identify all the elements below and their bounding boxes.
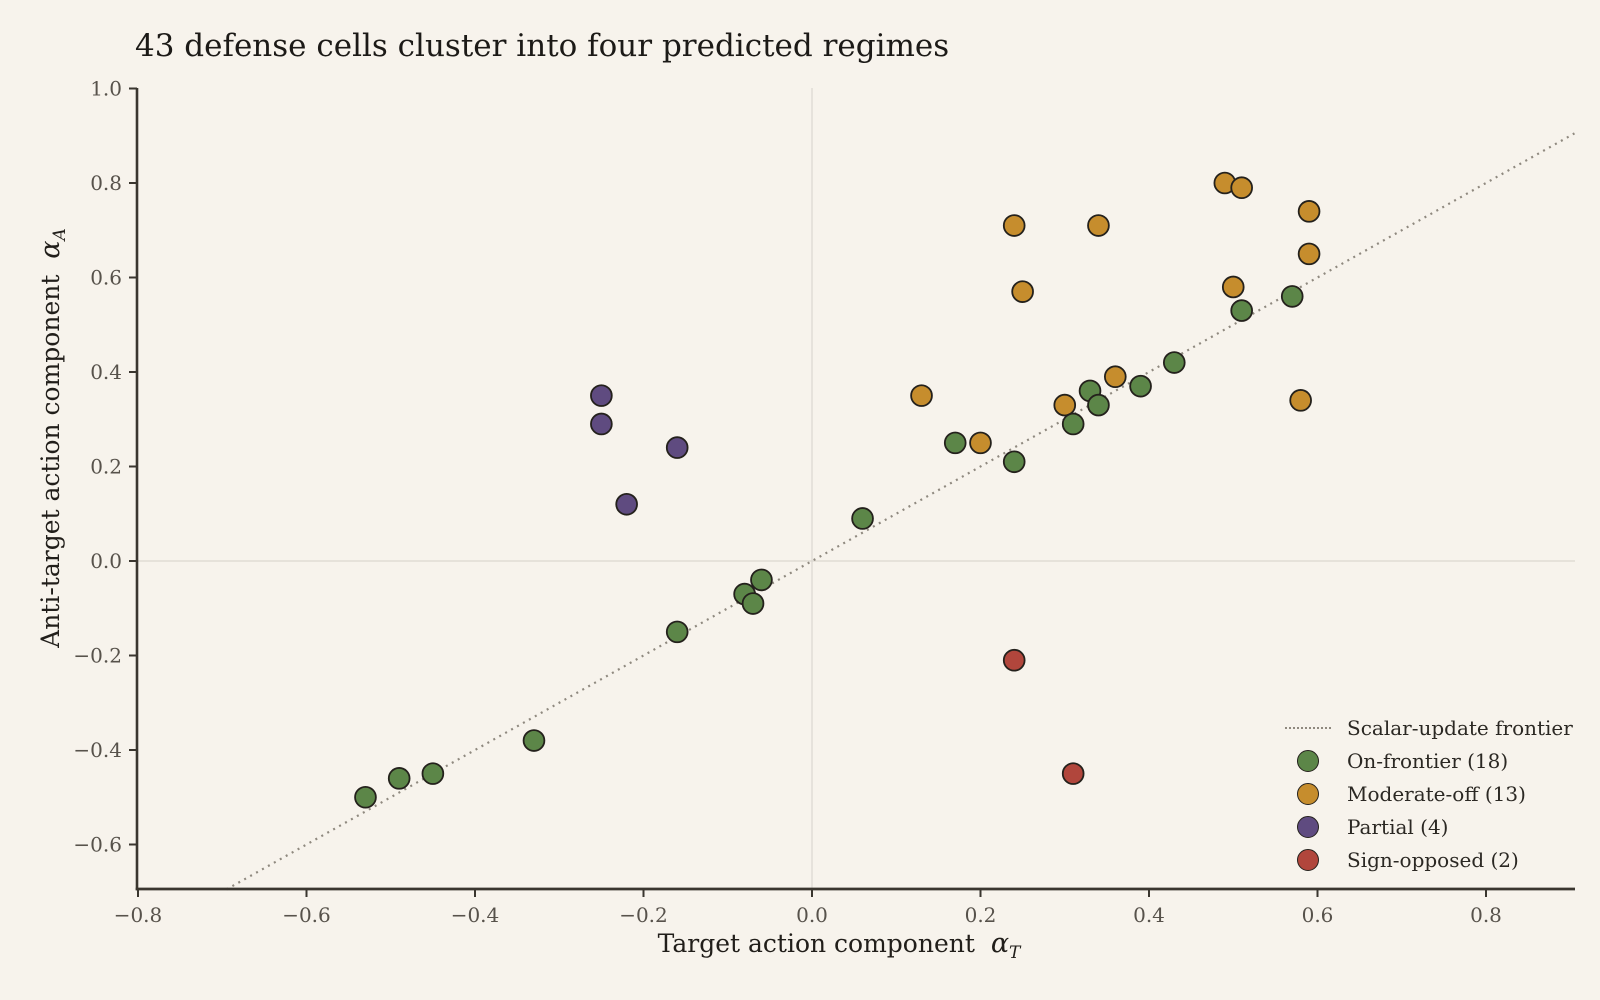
- legend-swatch-box: [1276, 749, 1340, 772]
- x-tick-label: −0.4: [451, 903, 500, 927]
- x-tick-label: 0.8: [1470, 903, 1502, 927]
- y-axis-subscript: A: [50, 228, 70, 241]
- partial-marker-swatch: [1297, 815, 1319, 838]
- scatter-point: [615, 492, 638, 516]
- y-axis-label: Anti-target action component αA: [35, 158, 70, 718]
- legend-swatch-box: [1276, 848, 1340, 871]
- scatter-point: [969, 431, 992, 455]
- scatter-point: [851, 507, 874, 530]
- legend-label-sign-opposed: Sign-opposed (2): [1347, 847, 1519, 872]
- scatter-point: [1221, 275, 1245, 299]
- scatter-point: [1289, 389, 1312, 412]
- y-tick-label: 0.4: [90, 360, 122, 384]
- scatter-point: [665, 620, 689, 644]
- legend-item-on-frontier: On-frontier (18): [1276, 744, 1573, 777]
- scatter-point: [1053, 393, 1077, 417]
- y-tick-label: 0.2: [90, 455, 122, 479]
- x-axis-label-text: Target action component: [657, 929, 975, 958]
- x-tick-label: 0.2: [965, 903, 997, 927]
- scatter-point: [1002, 648, 1026, 672]
- legend: Scalar-update frontier On-frontier (18) …: [1276, 711, 1573, 876]
- x-tick-label: −0.6: [282, 903, 331, 927]
- scatter-point: [354, 785, 377, 809]
- x-tick-label: 0.0: [796, 903, 828, 927]
- y-tick-label: −0.4: [73, 738, 122, 762]
- legend-swatch-box: [1276, 815, 1340, 838]
- dotted-line-swatch: [1285, 726, 1331, 729]
- scatter-point: [1230, 299, 1253, 322]
- on-frontier-marker-swatch: [1297, 749, 1319, 772]
- scatter-point: [750, 568, 773, 592]
- x-tick-label: −0.2: [619, 903, 668, 927]
- y-tick-label: 1.0: [90, 77, 122, 101]
- scatter-point: [1129, 374, 1152, 398]
- y-tick-label: −0.6: [73, 833, 122, 857]
- scatter-point: [1087, 214, 1110, 237]
- legend-item-frontier: Scalar-update frontier: [1276, 711, 1573, 744]
- x-axis-label: Target action component αT: [539, 928, 1139, 963]
- scatter-point: [1162, 351, 1186, 374]
- scatter-point: [910, 384, 933, 407]
- scatter-point: [421, 762, 445, 785]
- y-tick-label: 0.0: [90, 549, 122, 573]
- sign-opposed-marker-swatch: [1297, 848, 1319, 871]
- scatter-point: [1280, 285, 1304, 308]
- scatter-point: [1002, 214, 1026, 237]
- scatter-point: [1104, 365, 1127, 389]
- legend-item-partial: Partial (4): [1276, 810, 1573, 843]
- scatter-point: [1087, 393, 1110, 417]
- x-tick-label: 0.4: [1133, 903, 1165, 927]
- scatter-point: [590, 384, 613, 407]
- legend-label-moderate-off: Moderate-off (13): [1347, 781, 1526, 806]
- scatter-point: [590, 412, 613, 436]
- scatter-point: [522, 729, 546, 752]
- y-tick-label: 0.6: [90, 266, 122, 290]
- scatter-point: [665, 436, 689, 459]
- legend-label-on-frontier: On-frontier (18): [1347, 748, 1509, 773]
- scatter-point: [943, 431, 967, 455]
- legend-item-moderate-off: Moderate-off (13): [1276, 777, 1573, 810]
- scatter-point: [1297, 242, 1321, 266]
- scatter-point: [1002, 450, 1026, 474]
- legend-swatch-box: [1276, 782, 1340, 805]
- scatter-point: [741, 592, 765, 615]
- legend-swatch-box: [1276, 726, 1340, 729]
- scatter-point: [1297, 200, 1321, 223]
- chart-title: 43 defense cells cluster into four predi…: [135, 28, 950, 64]
- legend-item-sign-opposed: Sign-opposed (2): [1276, 843, 1573, 876]
- scatter-point: [1061, 412, 1085, 436]
- x-axis-subscript: T: [1009, 943, 1021, 963]
- scatter-point: [387, 767, 411, 790]
- x-tick-label: 0.6: [1302, 903, 1334, 927]
- scatter-point: [1230, 176, 1253, 200]
- x-tick-label: −0.8: [114, 903, 163, 927]
- legend-label-frontier: Scalar-update frontier: [1347, 715, 1573, 740]
- y-tick-label: 0.8: [90, 171, 122, 195]
- scatter-point: [1061, 762, 1085, 785]
- y-tick-label: −0.2: [73, 644, 122, 668]
- alpha-symbol: α: [35, 240, 66, 259]
- alpha-symbol: α: [990, 928, 1010, 959]
- y-axis-label-text: Anti-target action component: [36, 274, 65, 648]
- moderate-off-marker-swatch: [1297, 782, 1319, 805]
- scatter-point: [1011, 280, 1034, 303]
- legend-label-partial: Partial (4): [1347, 814, 1449, 839]
